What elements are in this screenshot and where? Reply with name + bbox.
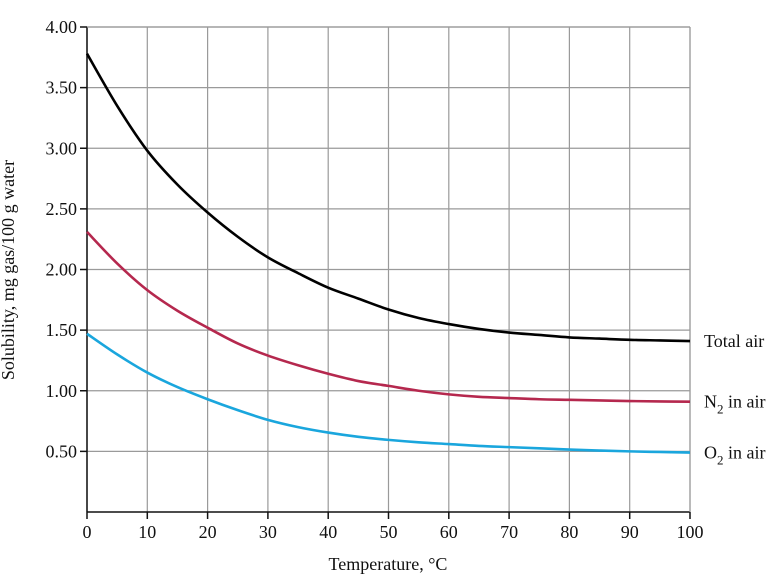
tick-labels: 0 10 20 30 40 50 60 70 80 90 100 0.50 1.00 1.50 2.00 2.… (46, 17, 766, 542)
series-lines (85, 53, 691, 454)
y-tick-label: 1.00 (46, 381, 78, 401)
x-tick-label: 70 (500, 522, 518, 542)
x-tick-label: 30 (259, 522, 277, 542)
x-axis-title: Temperature, °C (329, 554, 448, 574)
x-tick-label: 10 (138, 522, 156, 542)
y-tick-label: 2.50 (46, 199, 78, 219)
x-tick-label: 0 (83, 522, 92, 542)
x-tick-label: 60 (440, 522, 458, 542)
y-tick-label: 2.00 (46, 260, 78, 280)
y-tick-label: 0.50 (46, 441, 78, 461)
series-label-n2-in-air: N2 in air (704, 392, 766, 417)
x-tick-label: 20 (199, 522, 217, 542)
series-label-total-air: Total air (704, 331, 764, 351)
y-tick-label: 3.00 (46, 138, 78, 158)
y-axis-title: Solubility, mg gas/100 g water (0, 160, 18, 380)
y-tick-label: 1.50 (46, 320, 78, 340)
series-label-o2-in-air: O2 in air (704, 443, 766, 468)
x-tick-label: 90 (621, 522, 639, 542)
series-line-o2-in-air (86, 332, 691, 454)
x-tick-label: 50 (380, 522, 398, 542)
x-tick-label: 80 (560, 522, 578, 542)
series-line-total-air (85, 53, 691, 343)
x-tick-label: 100 (677, 522, 704, 542)
axes (80, 26, 691, 519)
series-line-n2-in-air (86, 231, 691, 403)
y-tick-label: 3.50 (46, 78, 78, 98)
y-tick-label: 4.00 (46, 17, 78, 37)
x-tick-label: 40 (319, 522, 337, 542)
